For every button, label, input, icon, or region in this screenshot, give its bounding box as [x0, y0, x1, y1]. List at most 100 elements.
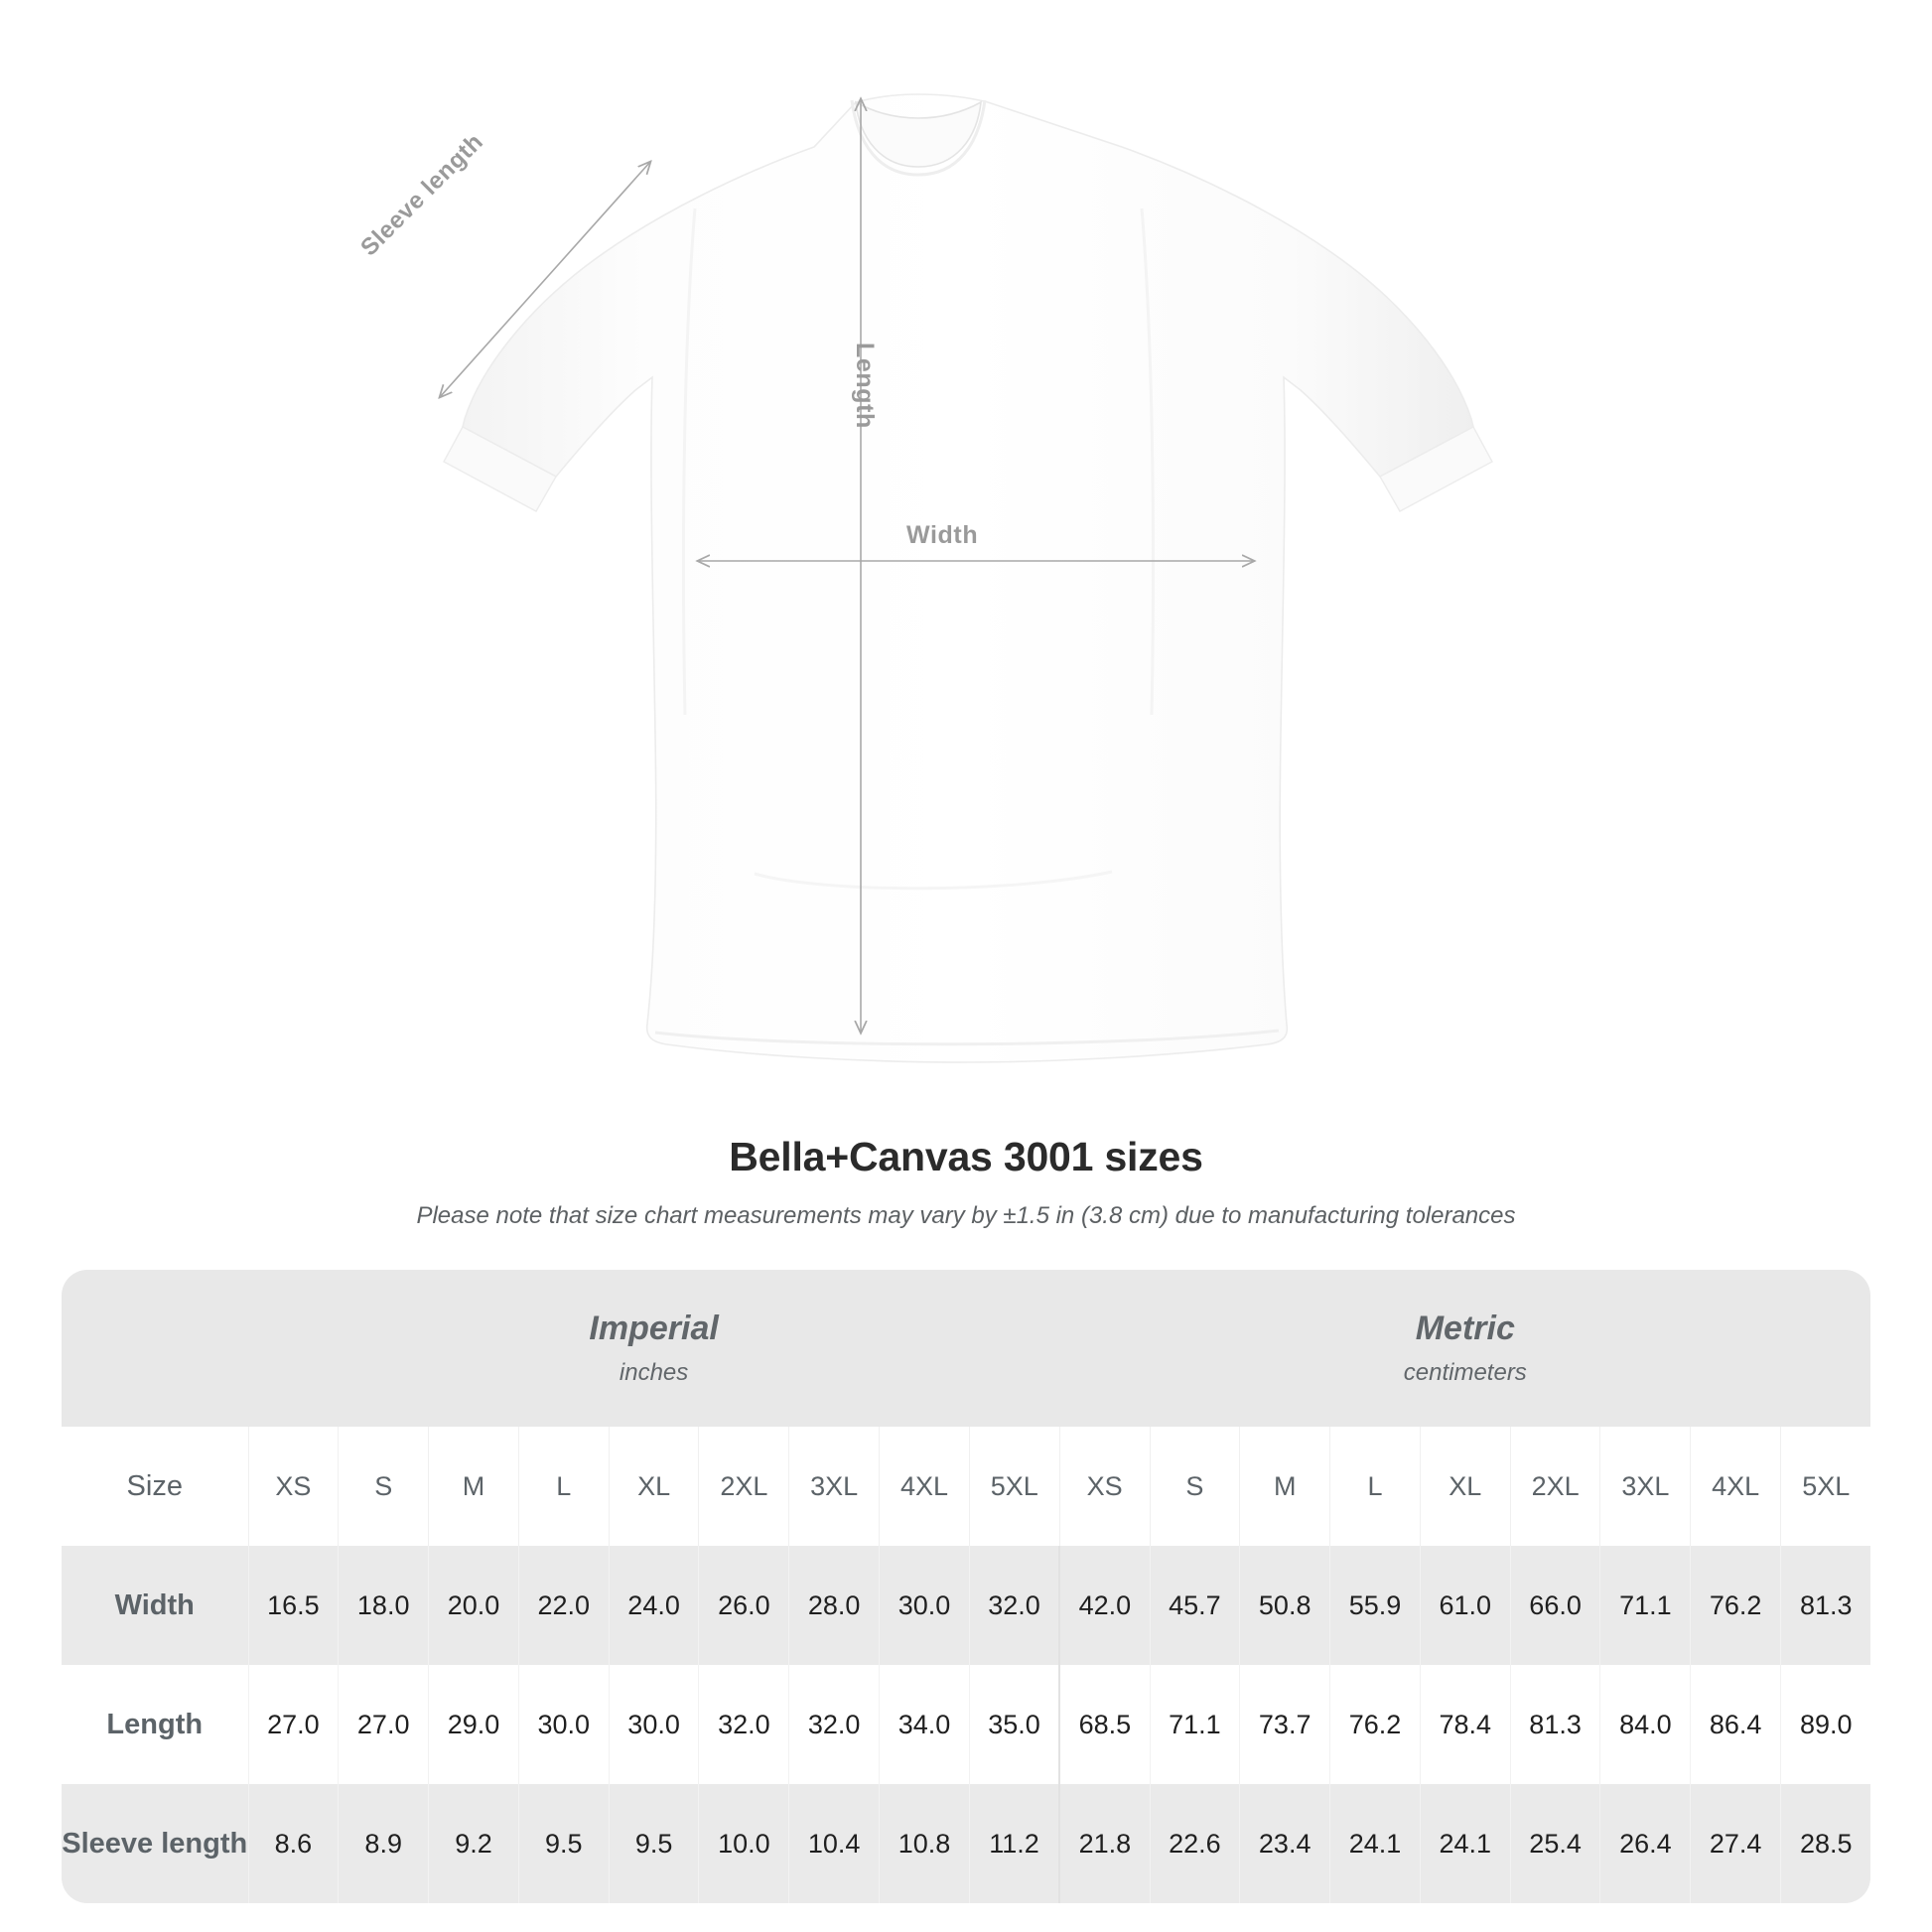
cell-length-metric-m: 73.7	[1239, 1665, 1330, 1784]
size-header-imperial-5xl: 5XL	[968, 1427, 1060, 1546]
size-header-imperial-3xl: 3XL	[788, 1427, 880, 1546]
unit-group-metric-sub: centimeters	[1403, 1358, 1527, 1386]
cell-length-metric-xl: 78.4	[1419, 1665, 1511, 1784]
size-header-imperial-xl: XL	[608, 1427, 699, 1546]
cell-sleeve-metric-2xl: 25.4	[1509, 1784, 1600, 1903]
tshirt-body-shape	[443, 93, 1493, 1063]
size-header-metric-l: L	[1329, 1427, 1421, 1546]
unit-group-metric-name: Metric	[1415, 1310, 1515, 1348]
tshirt-illustration	[0, 93, 1493, 1063]
cell-length-metric-4xl: 86.4	[1690, 1665, 1781, 1784]
unit-group-imperial-sub: inches	[619, 1358, 689, 1386]
cell-sleeve-imperial-l: 9.5	[517, 1784, 610, 1903]
cell-length-imperial-2xl: 32.0	[698, 1665, 789, 1784]
size-table-container: Imperial inches Metric centimeters Size …	[62, 1270, 1871, 1903]
cell-length-imperial-m: 29.0	[428, 1665, 519, 1784]
cell-sleeve-imperial-m: 9.2	[428, 1784, 519, 1903]
size-header-metric-2xl: 2XL	[1509, 1427, 1600, 1546]
cell-length-imperial-s: 27.0	[338, 1665, 429, 1784]
unit-group-imperial-name: Imperial	[589, 1310, 719, 1348]
sleeve-length-dimension-line	[440, 162, 650, 397]
cell-width-metric-s: 45.7	[1149, 1546, 1240, 1665]
cell-width-imperial-xl: 24.0	[608, 1546, 699, 1665]
cell-sleeve-imperial-s: 8.9	[338, 1784, 429, 1903]
size-table: Imperial inches Metric centimeters Size …	[62, 1270, 1871, 1903]
cell-sleeve-metric-xl: 24.1	[1419, 1784, 1511, 1903]
cell-sleeve-imperial-3xl: 10.4	[788, 1784, 880, 1903]
cell-width-metric-5xl: 81.3	[1780, 1546, 1871, 1665]
row-label-sleeve-length: Sleeve length	[62, 1784, 248, 1903]
table-row: Width 16.5 18.0 20.0 22.0 24.0 26.0 28.0…	[62, 1546, 1871, 1665]
size-header-metric-xs: XS	[1058, 1427, 1150, 1546]
size-header-metric-s: S	[1149, 1427, 1240, 1546]
cell-width-imperial-s: 18.0	[338, 1546, 429, 1665]
corner-cell	[62, 1270, 248, 1427]
table-row: Sleeve length 8.6 8.9 9.2 9.5 9.5 10.0 1…	[62, 1784, 1871, 1903]
page-subtitle: Please note that size chart measurements…	[416, 1202, 1516, 1229]
cell-sleeve-imperial-xs: 8.6	[247, 1784, 339, 1903]
table-row: Length 27.0 27.0 29.0 30.0 30.0 32.0 32.…	[62, 1665, 1871, 1784]
cell-width-metric-3xl: 71.1	[1599, 1546, 1691, 1665]
size-header-metric-3xl: 3XL	[1599, 1427, 1691, 1546]
row-label-length: Length	[62, 1665, 248, 1784]
cell-width-imperial-xs: 16.5	[247, 1546, 339, 1665]
cell-sleeve-imperial-4xl: 10.8	[879, 1784, 970, 1903]
cell-length-metric-l: 76.2	[1329, 1665, 1421, 1784]
cell-length-imperial-l: 30.0	[517, 1665, 610, 1784]
cell-sleeve-imperial-xl: 9.5	[608, 1784, 699, 1903]
unit-group-imperial: Imperial inches	[248, 1270, 1060, 1427]
size-header-metric-xl: XL	[1419, 1427, 1511, 1546]
cell-sleeve-imperial-2xl: 10.0	[698, 1784, 789, 1903]
page-title: Bella+Canvas 3001 sizes	[729, 1134, 1203, 1179]
cell-width-imperial-2xl: 26.0	[698, 1546, 789, 1665]
cell-sleeve-metric-5xl: 28.5	[1780, 1784, 1871, 1903]
size-header-imperial-s: S	[338, 1427, 429, 1546]
cell-width-metric-xs: 42.0	[1058, 1546, 1150, 1665]
cell-length-imperial-3xl: 32.0	[788, 1665, 880, 1784]
size-header-imperial-4xl: 4XL	[879, 1427, 970, 1546]
cell-width-metric-l: 55.9	[1329, 1546, 1421, 1665]
size-header-metric-5xl: 5XL	[1780, 1427, 1871, 1546]
cell-length-imperial-xl: 30.0	[608, 1665, 699, 1784]
cell-width-metric-xl: 61.0	[1419, 1546, 1511, 1665]
cell-sleeve-metric-4xl: 27.4	[1690, 1784, 1781, 1903]
cell-length-imperial-4xl: 34.0	[879, 1665, 970, 1784]
cell-sleeve-metric-m: 23.4	[1239, 1784, 1330, 1903]
size-header-metric-4xl: 4XL	[1690, 1427, 1781, 1546]
unit-header-row: Imperial inches Metric centimeters	[62, 1270, 1871, 1427]
size-header-row: Size XS S M L XL 2XL 3XL 4XL 5XL XS S M …	[62, 1427, 1871, 1546]
cell-length-imperial-5xl: 35.0	[968, 1665, 1060, 1784]
size-header-imperial-l: L	[517, 1427, 610, 1546]
cell-length-imperial-xs: 27.0	[247, 1665, 339, 1784]
cell-width-imperial-l: 22.0	[517, 1546, 610, 1665]
cell-width-metric-m: 50.8	[1239, 1546, 1330, 1665]
cell-width-imperial-3xl: 28.0	[788, 1546, 880, 1665]
size-header-imperial-m: M	[428, 1427, 519, 1546]
size-header-imperial-xs: XS	[247, 1427, 339, 1546]
cell-sleeve-metric-s: 22.6	[1149, 1784, 1240, 1903]
size-header-metric-m: M	[1239, 1427, 1330, 1546]
cell-length-metric-3xl: 84.0	[1599, 1665, 1691, 1784]
tshirt-diagram: Sleeve length Length Width	[0, 93, 1493, 1063]
size-row-label: Size	[62, 1427, 248, 1546]
cell-length-metric-xs: 68.5	[1058, 1665, 1150, 1784]
cell-width-imperial-4xl: 30.0	[879, 1546, 970, 1665]
length-label: Length	[851, 343, 879, 429]
row-label-width: Width	[62, 1546, 248, 1665]
cell-width-imperial-m: 20.0	[428, 1546, 519, 1665]
size-header-imperial-2xl: 2XL	[698, 1427, 789, 1546]
title-block: Bella+Canvas 3001 sizes Please note that…	[0, 1134, 1932, 1230]
cell-width-metric-4xl: 76.2	[1690, 1546, 1781, 1665]
cell-sleeve-metric-3xl: 26.4	[1599, 1784, 1691, 1903]
cell-length-metric-s: 71.1	[1149, 1665, 1240, 1784]
cell-length-metric-2xl: 81.3	[1509, 1665, 1600, 1784]
cell-sleeve-metric-l: 24.1	[1329, 1784, 1421, 1903]
cell-sleeve-imperial-5xl: 11.2	[968, 1784, 1060, 1903]
cell-width-metric-2xl: 66.0	[1509, 1546, 1600, 1665]
cell-sleeve-metric-xs: 21.8	[1058, 1784, 1150, 1903]
unit-group-metric: Metric centimeters	[1059, 1270, 1871, 1427]
cell-width-imperial-5xl: 32.0	[968, 1546, 1060, 1665]
width-label: Width	[906, 521, 979, 549]
cell-length-metric-5xl: 89.0	[1780, 1665, 1871, 1784]
